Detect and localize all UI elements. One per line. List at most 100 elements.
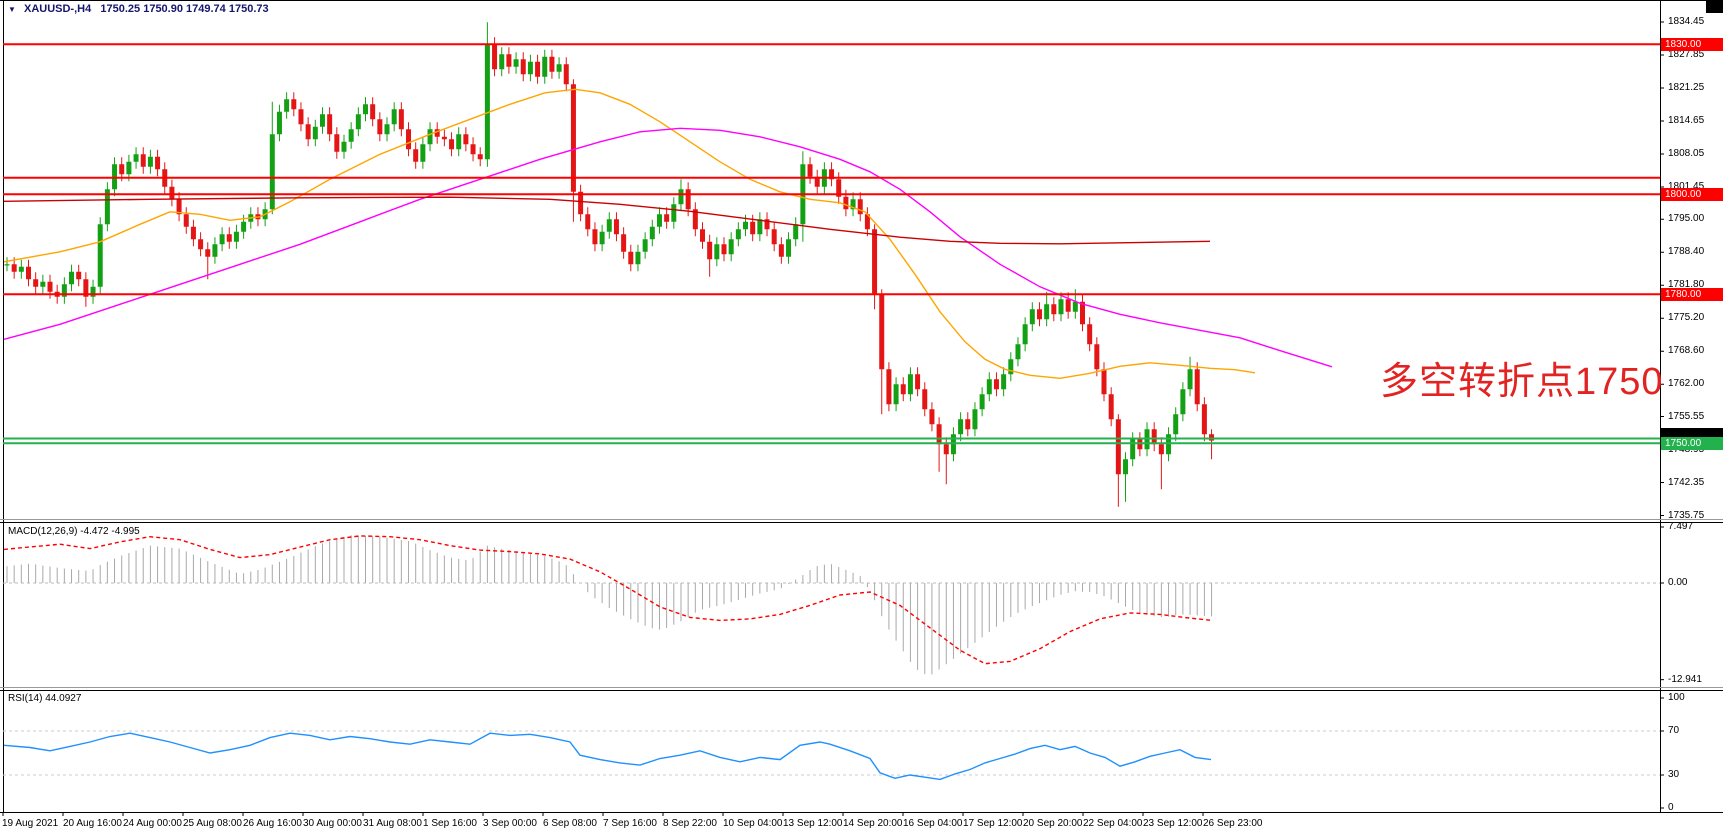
candle xyxy=(527,61,533,75)
axis-tick-label: 30 xyxy=(1668,769,1680,780)
candle xyxy=(513,59,519,67)
axis-tick-label: 0.00 xyxy=(1668,577,1688,588)
candle xyxy=(814,176,820,187)
candle xyxy=(26,266,32,280)
candle xyxy=(743,221,749,230)
time-tick-label: 20 Aug 16:00 xyxy=(63,818,122,829)
candle xyxy=(635,251,641,265)
candle xyxy=(563,64,569,85)
axis-tick-label: 0 xyxy=(1668,802,1674,813)
candle xyxy=(907,374,913,395)
candle xyxy=(319,114,325,127)
candle xyxy=(413,149,419,162)
candle xyxy=(570,84,576,192)
rsi-values: 44.0927 xyxy=(45,693,82,704)
candle xyxy=(628,251,634,265)
hline-price-label: 1830.00 xyxy=(1661,37,1723,51)
candle xyxy=(965,419,971,430)
candle xyxy=(276,111,282,135)
candle xyxy=(1029,309,1035,325)
candle xyxy=(241,221,247,232)
candle xyxy=(198,239,204,250)
candle xyxy=(872,229,878,295)
symbol-period-label: XAUUSD-,H4 xyxy=(23,3,92,15)
candle xyxy=(929,409,935,425)
candle xyxy=(1180,389,1186,415)
candle xyxy=(750,221,756,235)
time-tick-label: 17 Sep 12:00 xyxy=(963,818,1023,829)
candle xyxy=(678,189,684,205)
candle xyxy=(864,214,870,230)
candle xyxy=(1036,309,1042,320)
candle xyxy=(1094,344,1100,370)
axis-tick-label: -12.941 xyxy=(1668,673,1702,685)
candle xyxy=(613,219,619,235)
time-tick-label: 14 Sep 20:00 xyxy=(843,818,903,829)
candle xyxy=(936,424,942,445)
candle xyxy=(47,281,53,292)
candle xyxy=(363,104,368,115)
candle xyxy=(542,56,548,77)
chart-shift-box xyxy=(1706,0,1723,13)
macd-name: MACD(12,26,9) xyxy=(8,526,78,537)
rsi-name: RSI(14) xyxy=(8,693,43,704)
axis-tick-label: 1755.55 xyxy=(1668,410,1705,422)
candle xyxy=(1209,434,1215,441)
candle xyxy=(40,281,46,287)
time-tick-label: 20 Sep 20:00 xyxy=(1023,818,1083,829)
macd-values: -4.472 -4.995 xyxy=(80,526,140,537)
rsi-indicator-label: RSI(14) 44.0927 xyxy=(8,693,81,704)
candle xyxy=(1201,404,1207,435)
candle xyxy=(190,226,196,240)
candle xyxy=(449,139,455,150)
time-tick-label: 30 Aug 00:00 xyxy=(303,818,362,829)
candle xyxy=(1101,369,1107,395)
symbol-dropdown-icon[interactable]: ▼ xyxy=(8,5,16,14)
candle xyxy=(599,231,605,245)
candle xyxy=(843,196,849,210)
candle xyxy=(735,229,741,240)
candle xyxy=(699,229,705,242)
rsi-line xyxy=(3,732,1212,781)
candle xyxy=(334,134,340,152)
candle xyxy=(1065,299,1071,312)
time-tick-label: 7 Sep 16:00 xyxy=(603,818,657,829)
axis-tick-label: 70 xyxy=(1668,725,1680,736)
candle xyxy=(133,154,139,162)
candle xyxy=(1158,444,1164,455)
candle xyxy=(786,239,792,257)
candle xyxy=(1044,304,1050,320)
candle xyxy=(986,379,992,395)
candle xyxy=(685,189,691,210)
candle xyxy=(348,129,354,142)
axis-tick-label: 1834.45 xyxy=(1668,16,1705,27)
candle xyxy=(714,244,720,260)
candle xyxy=(879,294,885,370)
candle xyxy=(1123,459,1129,475)
time-tick-label: 6 Sep 08:00 xyxy=(543,818,597,829)
candle xyxy=(470,144,476,155)
candle xyxy=(793,224,799,240)
candle xyxy=(886,369,892,405)
candle xyxy=(915,374,921,390)
candle xyxy=(829,169,835,180)
candle xyxy=(506,54,512,67)
candle xyxy=(1058,299,1064,315)
candle xyxy=(420,144,426,162)
candle xyxy=(169,186,175,200)
candle xyxy=(4,264,10,266)
candle xyxy=(484,44,490,160)
ma-mid-magenta xyxy=(3,127,1333,368)
candle xyxy=(649,226,655,240)
candle xyxy=(126,161,132,175)
candle xyxy=(341,141,347,152)
candle xyxy=(857,199,863,215)
candle xyxy=(427,129,433,145)
candle xyxy=(1080,301,1085,325)
candle xyxy=(406,129,412,150)
axis-tick-label: 1735.75 xyxy=(1668,509,1705,521)
time-tick-label: 31 Aug 08:00 xyxy=(363,818,422,829)
candle xyxy=(1051,304,1057,315)
